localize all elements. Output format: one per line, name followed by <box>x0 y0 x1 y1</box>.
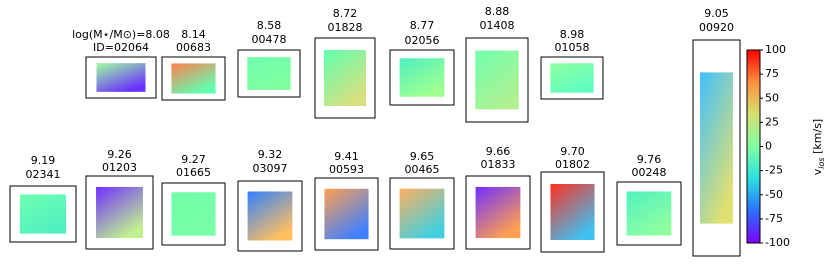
velocity-map <box>475 186 521 239</box>
panel-frame <box>85 56 157 99</box>
panel-mass: 8.72 <box>333 7 358 20</box>
colorbar-label: vlos [km/s] <box>811 119 826 175</box>
panel-frame <box>237 180 303 252</box>
label-v: v <box>811 168 824 175</box>
panel-frame <box>389 177 455 250</box>
panel-id: 01203 <box>102 161 137 174</box>
panel-frame <box>314 177 379 251</box>
panel-mass: 9.76 <box>637 153 662 166</box>
velocity-map <box>550 63 594 93</box>
colorbar-tick-label: -75 <box>765 212 783 225</box>
colorbar-tick-label: 25 <box>765 115 779 128</box>
panel-frame <box>161 56 226 101</box>
panel-mass: 8.88 <box>485 5 510 18</box>
colorbar-tick-label: -25 <box>765 164 783 177</box>
velocity-map <box>399 58 445 97</box>
colorbar-tick-label: -50 <box>765 188 783 201</box>
panel-frame <box>616 181 682 246</box>
panel-id: 00593 <box>329 163 364 176</box>
panel-frame <box>465 175 531 250</box>
panel-frame <box>85 175 154 250</box>
panel-mass: 8.14 <box>181 28 206 41</box>
panel-frame <box>9 185 77 243</box>
panel-mass: 8.77 <box>410 19 435 32</box>
velocity-map <box>700 72 733 224</box>
velocity-map <box>19 194 67 234</box>
velocity-map <box>324 50 366 106</box>
panel-id: 00478 <box>252 33 287 46</box>
panel-mass: 9.27 <box>181 153 206 166</box>
panel-id: 02056 <box>405 34 440 47</box>
panel-mass: 8.58 <box>257 19 282 32</box>
panel-id: 01833 <box>481 158 516 171</box>
panel-frame <box>389 49 455 106</box>
velocity-map <box>324 188 369 240</box>
velocity-map <box>626 191 672 236</box>
velocity-map <box>247 57 291 90</box>
panel-mass: 9.66 <box>486 145 511 158</box>
panel-mass: log(M⋆/M⊙)=8.08 <box>72 28 170 41</box>
panel-id: 00248 <box>632 166 667 179</box>
panel-id: 00465 <box>405 163 440 176</box>
velocity-map <box>96 63 146 92</box>
panel-id: ID=02064 <box>93 41 149 54</box>
velocity-map <box>171 63 216 94</box>
panel-mass: 9.26 <box>107 148 132 161</box>
panel-id: 01802 <box>555 158 590 171</box>
velocity-map <box>247 191 293 241</box>
panel-frame <box>465 37 529 123</box>
panel-frame <box>161 182 226 246</box>
panel-mass: 8.98 <box>560 28 585 41</box>
panel-frame <box>314 37 376 119</box>
colorbar-tick-label: 0 <box>765 140 772 153</box>
panel-mass: 9.70 <box>560 145 585 158</box>
panel-id: 01665 <box>176 166 211 179</box>
panel-mass: 9.65 <box>410 150 435 163</box>
panel-id: 03097 <box>253 162 288 175</box>
colorbar-tick-label: -100 <box>765 236 790 249</box>
label-sub: los <box>817 157 826 168</box>
velocity-map <box>399 188 445 239</box>
colorbar <box>746 49 761 244</box>
panel-id: 01058 <box>555 41 590 54</box>
panel-id: 02341 <box>26 168 61 181</box>
velocity-map <box>550 184 595 240</box>
panel-mass: 9.32 <box>258 148 283 161</box>
panel-frame <box>237 49 301 98</box>
panel-id: 01408 <box>480 19 515 32</box>
velocity-map <box>171 192 216 236</box>
panel-frame <box>692 39 741 257</box>
panel-frame <box>540 56 604 100</box>
colorbar-tick-label: 100 <box>765 43 786 56</box>
colorbar-tick-label: 50 <box>765 91 779 104</box>
label-unit: [km/s] <box>811 119 824 158</box>
velocity-map <box>96 186 143 239</box>
panel-id: 01828 <box>328 21 363 34</box>
panel-id: 00920 <box>699 21 734 34</box>
colorbar-tick-label: 75 <box>765 67 779 80</box>
panel-mass: 9.05 <box>704 7 729 20</box>
velocity-map <box>475 50 519 110</box>
panel-mass: 9.41 <box>334 150 359 163</box>
panel-id: 00683 <box>176 41 211 54</box>
panel-mass: 9.19 <box>31 154 56 167</box>
panel-frame <box>540 171 605 253</box>
